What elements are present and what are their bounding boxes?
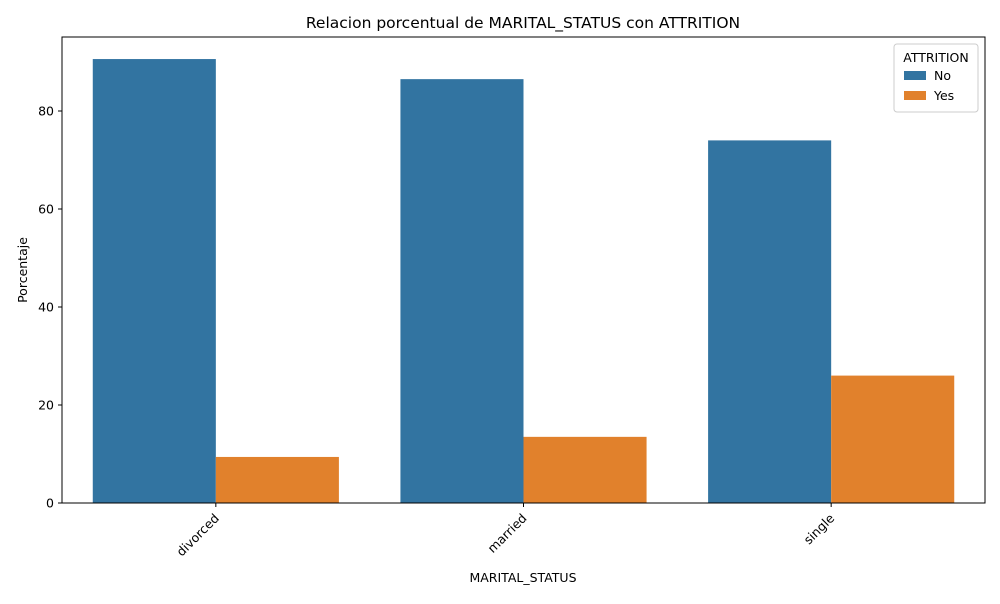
x-tick-label-divorced: divorced bbox=[173, 511, 222, 560]
y-tick-label-20: 20 bbox=[38, 397, 54, 412]
y-axis-label: Porcentaje bbox=[15, 237, 30, 303]
y-axis: 0 20 40 60 80 bbox=[38, 103, 62, 511]
bars-layer bbox=[92, 59, 955, 504]
bar-married-yes bbox=[523, 436, 647, 503]
legend-items: No Yes bbox=[904, 68, 954, 103]
legend-label-no: No bbox=[934, 68, 951, 83]
x-tick-label-married: married bbox=[484, 511, 529, 556]
legend-title: ATTRITION bbox=[903, 50, 969, 65]
bar-divorced-no bbox=[92, 59, 216, 504]
legend-swatch-no bbox=[904, 71, 926, 80]
y-tick-label-0: 0 bbox=[46, 496, 54, 511]
bar-single-yes bbox=[831, 375, 955, 503]
bar-single-no bbox=[708, 140, 832, 503]
x-axis-label: MARITAL_STATUS bbox=[469, 570, 576, 585]
y-tick-label-40: 40 bbox=[38, 299, 54, 314]
bar-married-no bbox=[400, 79, 524, 503]
legend-swatch-yes bbox=[904, 91, 926, 100]
x-axis: divorced married single bbox=[173, 503, 837, 559]
y-tick-label-60: 60 bbox=[38, 201, 54, 216]
x-tick-label-single: single bbox=[801, 510, 838, 547]
y-tick-label-80: 80 bbox=[38, 103, 54, 118]
chart-title: Relacion porcentual de MARITAL_STATUS co… bbox=[306, 14, 740, 33]
plot-frame bbox=[61, 36, 986, 504]
legend: ATTRITION No Yes bbox=[893, 43, 979, 113]
legend-label-yes: Yes bbox=[933, 88, 954, 103]
bar-divorced-yes bbox=[215, 456, 339, 503]
